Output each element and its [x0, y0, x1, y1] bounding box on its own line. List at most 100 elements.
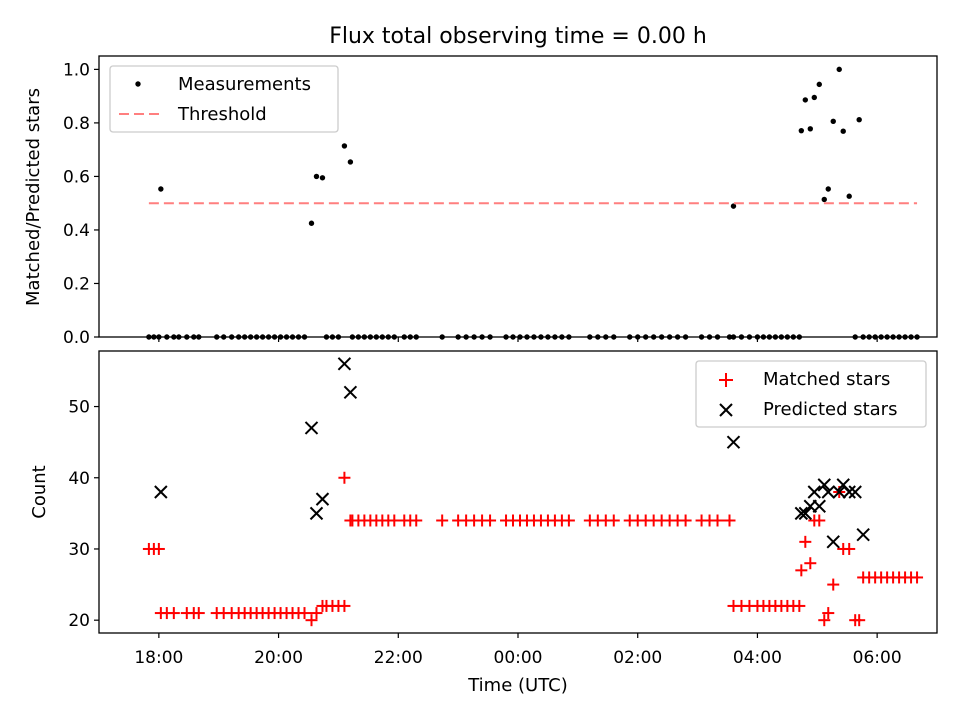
measurement-point: [730, 203, 737, 209]
matched-star-point: [793, 599, 806, 612]
matched-star-point: [827, 578, 840, 591]
legend-label-matched: Matched stars: [763, 369, 890, 390]
predicted-star-point: [337, 357, 352, 371]
matched-star-point: [822, 607, 835, 620]
matched-star-point: [711, 514, 724, 527]
matched-star-point: [562, 514, 575, 527]
top-y-tick-label: 0.2: [63, 274, 90, 294]
predicted-star-point: [812, 499, 826, 513]
measurement-point: [830, 118, 836, 124]
matched-star-point: [795, 564, 808, 577]
top-y-tick-label: 0.0: [63, 328, 90, 348]
matched-star-point: [843, 542, 856, 555]
matched-star-point: [799, 535, 812, 548]
legend-label-predicted: Predicted stars: [763, 399, 897, 420]
count-points: [142, 357, 924, 627]
predicted-star-point: [817, 478, 831, 492]
matched-star-point: [338, 471, 351, 484]
predicted-star-point: [807, 485, 821, 499]
bottom-y-tick-label: 50: [68, 398, 90, 418]
x-tick-label: 06:00: [853, 648, 902, 668]
legend-label-measurements: Measurements: [178, 74, 311, 95]
matched-star-point: [305, 614, 318, 627]
matched-star-point: [152, 542, 165, 555]
x-axis-label: Time (UTC): [467, 675, 568, 696]
matched-star-point: [192, 607, 205, 620]
measurement-point: [807, 126, 814, 132]
predicted-star-point: [726, 435, 741, 449]
predicted-star-point: [856, 528, 870, 542]
measurement-point: [308, 220, 315, 226]
measurement-point: [798, 127, 805, 134]
predicted-star-point: [842, 485, 856, 499]
measurement-point: [825, 186, 831, 192]
predicted-star-point: [315, 492, 330, 506]
bottom-legend-box: [695, 360, 927, 428]
measurement-point: [802, 97, 809, 103]
x-tick-label: 18:00: [134, 648, 183, 668]
bottom-legend: Matched stars Predicted stars: [695, 360, 927, 428]
measurement-point: [319, 175, 326, 181]
matched-star-point: [607, 514, 620, 527]
legend-marker-matched: [719, 373, 733, 387]
measurement-point: [347, 159, 354, 165]
measurement-point: [158, 186, 164, 192]
x-tick-label: 22:00: [374, 648, 423, 668]
bottom-y-tick-label: 30: [68, 540, 90, 560]
measurement-point: [341, 143, 348, 149]
matched-star-point: [484, 514, 497, 527]
matched-star-point: [338, 599, 351, 612]
bottom-y-ticks: 20 30 40 50: [68, 398, 99, 631]
matched-star-point: [436, 514, 449, 527]
legend-marker-measurements: [135, 81, 141, 87]
matched-star-point: [310, 607, 323, 620]
bottom-y-tick-label: 20: [68, 611, 90, 631]
matched-star-point: [911, 571, 924, 584]
measurement-point: [313, 173, 320, 180]
matched-star-point: [804, 557, 817, 570]
matched-star-point: [853, 614, 866, 627]
top-legend: Measurements Threshold: [109, 65, 339, 133]
predicted-star-point: [343, 385, 358, 400]
top-legend-box: [109, 65, 339, 133]
matched-star-point: [410, 514, 423, 527]
chart-title: Flux total observing time = 0.00 h: [329, 24, 707, 49]
x-tick-label: 04:00: [733, 648, 782, 668]
measurement-point: [840, 128, 846, 134]
measurement-point: [821, 196, 827, 203]
top-y-tick-label: 0.6: [63, 167, 90, 187]
bottom-y-tick-label: 40: [68, 469, 90, 489]
top-y-tick-label: 0.4: [63, 221, 90, 241]
bottom-panel: 18:00 20:00 22:00 00:00 02:00 04:00 06:00 20 30…: [29, 350, 938, 696]
predicted-star-point: [794, 506, 809, 521]
matched-star-point: [167, 607, 180, 620]
matched-star-point: [679, 514, 692, 527]
measurement-point: [811, 94, 817, 101]
matched-star-point: [298, 607, 311, 620]
predicted-star-point: [304, 421, 319, 435]
predicted-star-point: [821, 485, 835, 499]
top-y-ticks: 0.0 0.2 0.4 0.6 0.8 1.0: [63, 60, 99, 348]
top-y-tick-label: 1.0: [63, 60, 90, 80]
top-panel: 0.0 0.2 0.4 0.6 0.8 1.0 Matched/Predicted sta…: [23, 55, 938, 348]
measurement-point: [856, 116, 862, 123]
legend-label-threshold: Threshold: [177, 104, 267, 125]
matched-star-point: [818, 614, 831, 627]
top-y-tick-label: 0.8: [63, 114, 90, 134]
predicted-star-point: [832, 485, 846, 499]
bottom-y-axis-label: Count: [29, 465, 50, 518]
x-tick-label: 00:00: [494, 648, 543, 668]
legend-marker-predicted: [719, 403, 733, 417]
measurement-point: [836, 66, 842, 73]
x-tick-label: 20:00: [254, 648, 303, 668]
measurement-point: [816, 81, 822, 88]
top-x-ticks: [158, 337, 878, 342]
x-tick-label: 02:00: [613, 648, 662, 668]
matched-star-point: [813, 514, 826, 527]
measurement-point: [846, 193, 852, 199]
predicted-star-point: [309, 506, 324, 521]
top-y-axis-label: Matched/Predicted stars: [23, 88, 44, 306]
bottom-x-ticks: 18:00 20:00 22:00 00:00 02:00 04:00 06:00: [134, 633, 902, 668]
predicted-star-point: [798, 506, 813, 521]
